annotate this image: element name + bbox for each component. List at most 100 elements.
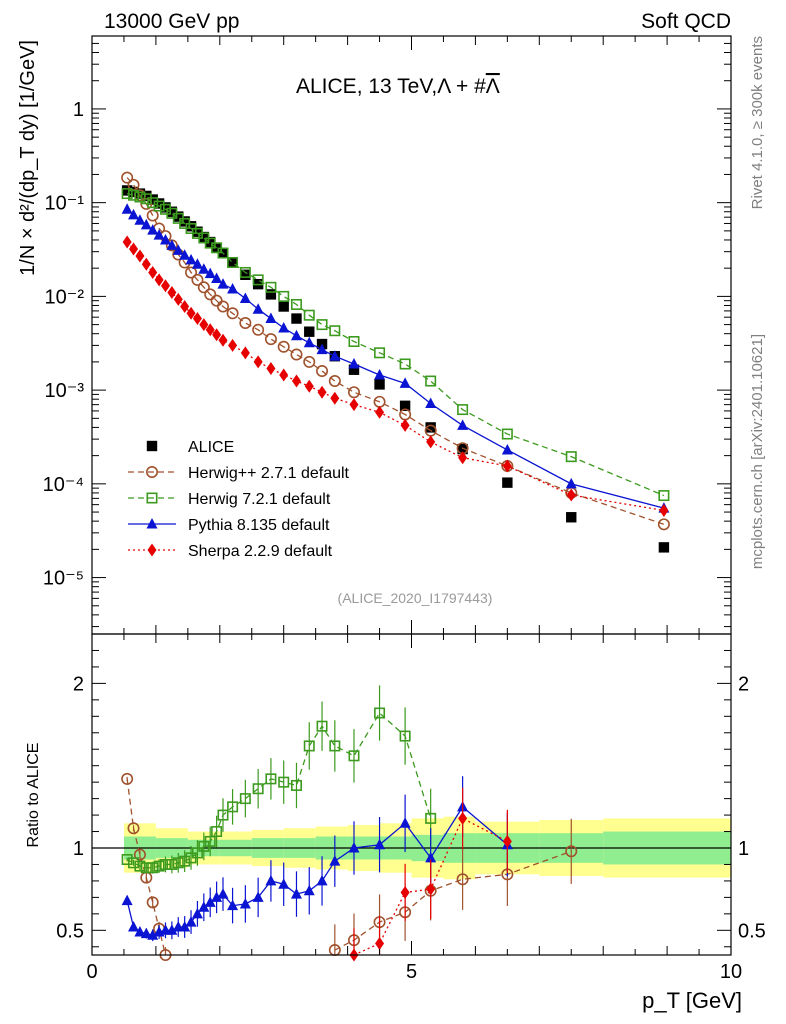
mc-point-sherpa-2-2-9-default-24 <box>330 391 340 405</box>
ratio-point-pythia-8-135-default-1 <box>128 921 140 932</box>
data-point-alice-0 <box>121 185 133 196</box>
ratio-point-herwig-2-7-1-default-1 <box>127 822 140 835</box>
mc-point-sherpa-2-2-9-default-25 <box>349 398 359 412</box>
mc-point-herwig-2-7-1-default-32 <box>657 518 670 531</box>
data-point-alice-21 <box>291 313 302 324</box>
mc-point-pythia-8-135-default-19 <box>265 312 277 324</box>
mc-point-sherpa-2-2-9-default-3 <box>141 257 151 271</box>
mc-point-herwig-2-7-1-default-18 <box>252 323 265 336</box>
mc-point-herwig-2-7-1-default-25 <box>347 386 360 399</box>
data-point-alice-25 <box>348 364 360 375</box>
data-point-alice-20 <box>278 301 289 312</box>
ratio-point-pythia-8-135-default-17 <box>239 897 251 909</box>
ratio-point-pythia-8-135-default-15 <box>217 888 229 899</box>
mc-point-sherpa-2-2-9-default-1 <box>129 242 139 256</box>
data-point-alice-2 <box>134 188 146 199</box>
mc-point-pythia-8-135-default-4 <box>147 224 159 235</box>
y-tick-label-ratio-left-1: 1 <box>73 838 84 860</box>
mc-point-herwig-7-2-1-default-16 <box>227 256 239 268</box>
mc-point-pythia-8-135-default-0 <box>121 203 133 214</box>
mc-point-herwig-2-7-1-default-20 <box>277 340 290 353</box>
mc-point-pythia-8-135-default-13 <box>204 267 216 279</box>
main-series-layer <box>121 171 670 553</box>
mc-point-herwig-2-7-1-default-17 <box>239 317 252 330</box>
mc-point-herwig-2-7-1-default-0 <box>121 171 134 184</box>
legend-marker-alice <box>146 440 158 452</box>
chart-title: ALICE, 13 TeV,Λ + #Λ <box>296 75 500 98</box>
mc-point-sherpa-2-2-9-default-18 <box>253 355 263 369</box>
ratio-point-herwig-7-2-1-default-14 <box>211 826 223 838</box>
ratio-point-pythia-8-135-default-22 <box>303 884 315 896</box>
legend-label-herwig-2-7-1-default: Herwig++ 2.7.1 default <box>188 465 350 482</box>
ratio-point-herwig-7-2-1-default-19 <box>265 773 277 785</box>
ratio-point-herwig-7-2-1-default-28 <box>425 812 437 824</box>
ratio-point-herwig-7-2-1-default-18 <box>252 783 264 795</box>
mc-point-sherpa-2-2-9-default-12 <box>199 318 209 332</box>
axes-layer: 0 5 10 10⁻⁵ 10⁻⁴ 10⁻³ 10⁻² 10⁻¹ 1 0.5 0.5 1 1 2 2 <box>43 35 766 983</box>
mc-point-sherpa-2-2-9-default-28 <box>426 435 436 449</box>
ratio-point-herwig-7-2-1-default-17 <box>239 793 251 805</box>
mc-point-herwig-7-2-1-default-29 <box>457 404 469 416</box>
mc-point-sherpa-2-2-9-default-7 <box>167 286 177 300</box>
ratio-point-pythia-8-135-default-27 <box>399 817 411 828</box>
data-point-alice-22 <box>304 326 315 337</box>
mc-point-sherpa-2-2-9-default-22 <box>304 379 314 393</box>
x-tick-label-0: 0 <box>86 961 97 983</box>
ratio-point-herwig-7-2-1-default-25 <box>348 750 360 762</box>
data-point-alice-11 <box>192 226 203 237</box>
y-tick-label-main-1: 10⁻⁴ <box>43 474 84 496</box>
data-point-alice-5 <box>153 198 165 209</box>
x-tick-label-2: 10 <box>720 961 742 983</box>
mc-point-sherpa-2-2-9-default-11 <box>192 312 202 326</box>
y-tick-label-ratio-right-0: 0.5 <box>738 920 766 942</box>
mc-point-herwig-7-2-1-default-31 <box>565 451 577 463</box>
series-pythia-8-135-default <box>121 203 670 513</box>
ratio-point-pythia-8-135-default-10 <box>185 916 197 927</box>
mc-point-sherpa-2-2-9-default-17 <box>240 346 250 360</box>
data-point-alice-13 <box>205 236 216 248</box>
ratio-point-herwig-7-2-1-default-23 <box>316 720 328 732</box>
data-point-alice-17 <box>240 269 251 280</box>
mc-point-sherpa-2-2-9-default-30 <box>502 459 512 473</box>
mc-point-sherpa-2-2-9-default-10 <box>186 306 196 320</box>
mc-point-pythia-8-135-default-23 <box>316 343 328 355</box>
ratio-point-herwig-7-2-1-default-3 <box>140 862 152 874</box>
legend-marker-herwig-2-7-1-default <box>146 465 159 478</box>
mc-point-herwig-7-2-1-default-32 <box>658 490 670 502</box>
y-tick-label-main-4: 10⁻¹ <box>45 193 85 215</box>
mc-point-sherpa-2-2-9-default-13 <box>205 323 215 337</box>
mc-point-pythia-8-135-default-6 <box>159 233 171 245</box>
line-pythia-8-135-default <box>126 208 665 509</box>
ratio-point-herwig-7-2-1-default-20 <box>278 776 290 788</box>
ratio-point-sherpa-2-2-9-default-26 <box>375 936 385 950</box>
data-point-alice-16 <box>227 257 238 268</box>
ratio-point-pythia-8-135-default-21 <box>290 888 302 899</box>
mc-point-sherpa-2-2-9-default-21 <box>291 374 301 388</box>
line-herwig-2-7-1-default <box>126 177 665 525</box>
legend-marker-herwig-7-2-1-default <box>146 492 158 504</box>
ratio-point-herwig-2-7-1-default-4 <box>146 896 159 909</box>
ratio-frame <box>91 633 732 956</box>
mc-point-herwig-7-2-1-default-24 <box>329 325 341 337</box>
ratio-series-layer <box>121 685 578 962</box>
data-point-alice-12 <box>198 231 210 243</box>
ratio-point-herwig-7-2-1-default-16 <box>227 801 239 813</box>
mc-point-sherpa-2-2-9-default-8 <box>173 292 183 306</box>
ratio-point-herwig-7-2-1-default-13 <box>204 835 216 847</box>
ratio-point-sherpa-2-2-9-default-27 <box>400 885 410 899</box>
mc-point-sherpa-2-2-9-default-5 <box>154 273 164 287</box>
legend-entry-sherpa-2-2-9-default: Sherpa 2.2.9 default <box>128 543 333 560</box>
mc-point-sherpa-2-2-9-default-2 <box>135 249 145 263</box>
mc-point-herwig-2-7-1-default-21 <box>290 348 303 361</box>
ratio-point-sherpa-2-2-9-default-28 <box>426 882 436 896</box>
data-point-alice-27 <box>399 400 411 412</box>
data-point-alice-9 <box>179 216 190 227</box>
data-point-alice-19 <box>265 289 277 300</box>
mc-point-herwig-7-2-1-default-28 <box>425 375 437 387</box>
mc-point-pythia-8-135-default-25 <box>348 357 360 369</box>
y-tick-label-ratio-left-2: 2 <box>73 673 84 695</box>
mc-point-herwig-7-2-1-default-23 <box>316 319 328 331</box>
mc-point-herwig-7-2-1-default-0 <box>121 188 133 200</box>
x-tick-label-1: 5 <box>406 961 417 983</box>
